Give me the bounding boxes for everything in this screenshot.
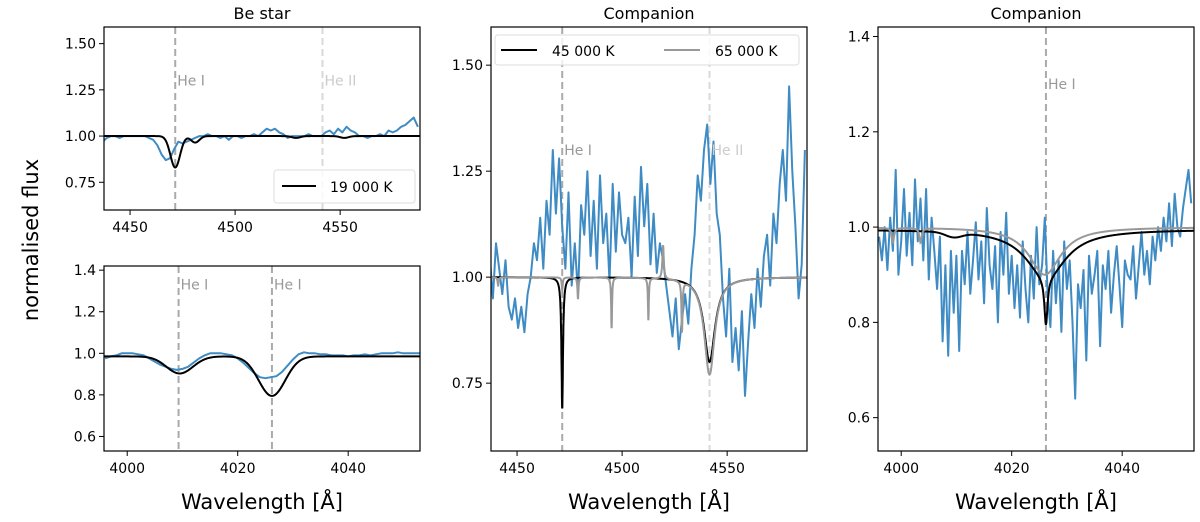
panel-title: Companion — [603, 4, 694, 23]
legend-label: 65 000 K — [715, 44, 778, 60]
line-label: He I — [177, 74, 205, 90]
observed-spectrum — [104, 116, 419, 162]
plot-area — [104, 266, 420, 451]
line-label: He II — [325, 74, 357, 90]
x-axis-label: Wavelength [Å] — [955, 488, 1117, 514]
axes-frame — [103, 265, 421, 452]
y-tick-label: 1.00 — [65, 129, 96, 145]
line-label: He I — [564, 143, 592, 159]
y-tick-label: 0.6 — [74, 429, 96, 445]
panel-title: Be star — [234, 4, 291, 23]
legend: 19 000 K — [273, 169, 416, 204]
x-tick-label: 4550 — [709, 461, 745, 477]
plot-area — [491, 27, 807, 451]
x-tick-label: 4000 — [883, 461, 919, 477]
x-tick-label: 4500 — [604, 461, 640, 477]
model-19000K — [104, 355, 420, 397]
observed-spectrum — [104, 351, 420, 380]
panel-be-star-4026: He I He I 4000 4020 4040 0.6 0.8 1.0 1.2 1.4 Wavel… — [74, 263, 421, 514]
line-label: He I — [274, 278, 302, 294]
line-label: He I — [1048, 77, 1076, 93]
x-tick-label: 4550 — [322, 220, 358, 236]
y-tick-label: 1.25 — [65, 83, 96, 99]
y-tick-label: 0.75 — [452, 376, 483, 392]
x-tick-label: 4020 — [994, 461, 1030, 477]
x-axis-label: Wavelength [Å] — [181, 488, 343, 514]
axes-frame — [877, 26, 1195, 452]
plot-area — [878, 27, 1194, 451]
y-tick-label: 0.8 — [848, 315, 870, 331]
axes-frame — [490, 26, 808, 452]
y-tick-label: 0.8 — [74, 388, 96, 404]
x-tick-label: 4450 — [112, 220, 148, 236]
x-tick-label: 4450 — [499, 461, 535, 477]
y-tick-label: 1.2 — [74, 305, 96, 321]
y-tick-label: 0.6 — [848, 411, 870, 427]
x-tick-label: 4020 — [220, 461, 256, 477]
y-tick-label: 1.0 — [74, 346, 96, 362]
model-45000K — [878, 229, 1194, 325]
x-tick-label: 4500 — [217, 220, 253, 236]
y-tick-label: 1.50 — [452, 58, 483, 74]
y-tick-label: 0.75 — [65, 175, 96, 191]
panel-be-star-4471: He I He II 4450 4500 4550 0.75 1.00 1.25 1.50 Be … — [65, 4, 421, 236]
panel-title: Companion — [990, 4, 1081, 23]
legend-box — [494, 34, 800, 66]
panel-companion-4471: He I He II 4450 4500 4550 0.75 1.00 1.25 1.50 Com… — [452, 4, 808, 514]
line-label: He II — [712, 143, 744, 159]
x-tick-label: 4040 — [1104, 461, 1140, 477]
y-axis-label: normalised flux — [19, 159, 43, 321]
y-tick-label: 1.4 — [74, 263, 96, 279]
model-65000K — [878, 226, 1194, 276]
y-tick-label: 1.25 — [452, 164, 483, 180]
y-tick-label: 1.4 — [848, 30, 870, 46]
panel-companion-4026: He I 4000 4020 4040 0.6 0.8 1.0 1.2 1.4 Companion… — [848, 4, 1195, 514]
y-tick-label: 1.50 — [65, 37, 96, 53]
plot-area — [104, 27, 420, 210]
y-tick-label: 1.2 — [848, 125, 870, 141]
legend-box — [273, 169, 416, 204]
observed-spectrum — [491, 85, 806, 397]
model-19000K — [104, 135, 420, 169]
x-axis-label: Wavelength [Å] — [568, 488, 730, 514]
legend: 45 000 K 65 000 K — [494, 34, 800, 66]
observed-spectrum — [878, 168, 1193, 400]
legend-label: 19 000 K — [330, 180, 393, 196]
y-tick-label: 1.0 — [848, 220, 870, 236]
x-tick-label: 4000 — [109, 461, 145, 477]
legend-label: 45 000 K — [552, 44, 615, 60]
model-65000K — [491, 245, 807, 376]
line-label: He I — [181, 278, 209, 294]
axes-frame — [103, 26, 421, 211]
y-tick-label: 1.00 — [452, 270, 483, 286]
x-tick-label: 4040 — [330, 461, 366, 477]
